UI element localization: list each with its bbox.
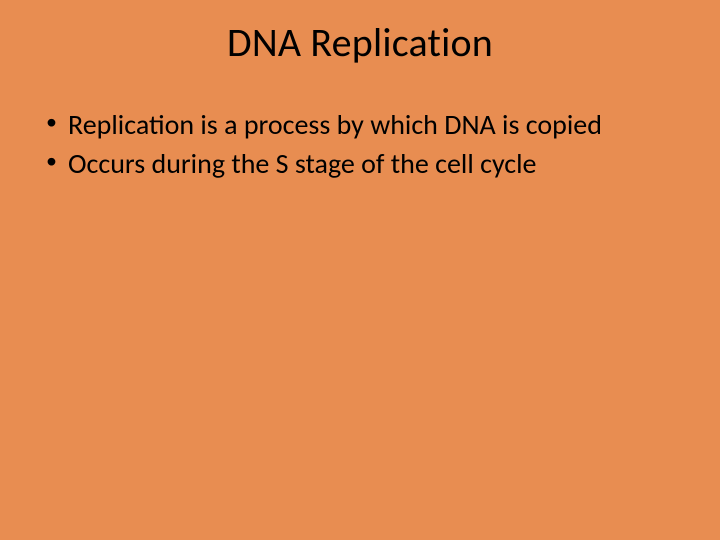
slide: DNA Replication Replication is a process… bbox=[0, 0, 720, 540]
list-item: Occurs during the S stage of the cell cy… bbox=[44, 146, 680, 181]
list-item: Replication is a process by which DNA is… bbox=[44, 107, 680, 142]
bullet-list: Replication is a process by which DNA is… bbox=[44, 107, 680, 181]
slide-title: DNA Replication bbox=[40, 18, 680, 67]
